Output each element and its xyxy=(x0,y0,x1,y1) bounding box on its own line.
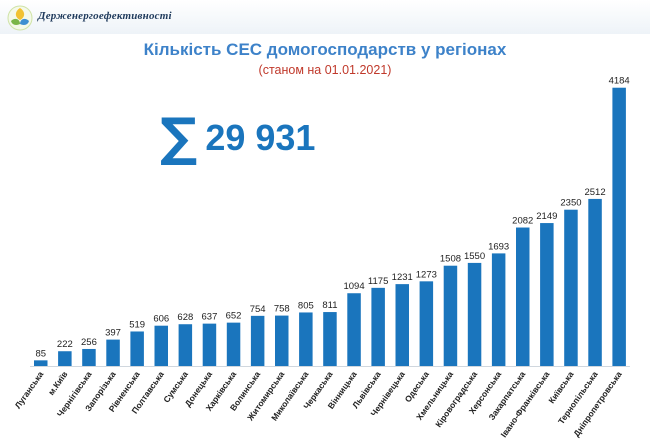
chart-title: Кількість СЕС домогосподарств у регіонах xyxy=(143,40,507,59)
bar xyxy=(443,265,458,366)
tick-label: м.Київ xyxy=(46,369,69,397)
bar xyxy=(588,198,602,366)
total-summary: ∑ 29 931 xyxy=(160,112,315,164)
bar xyxy=(58,351,72,366)
bar xyxy=(250,315,265,366)
data-label: 1175 xyxy=(368,276,388,287)
bar xyxy=(226,322,241,366)
bar xyxy=(82,348,96,366)
data-label: 1550 xyxy=(464,251,485,262)
data-label: 811 xyxy=(322,300,337,311)
data-label: 2082 xyxy=(512,216,533,227)
bar xyxy=(34,360,48,366)
bar xyxy=(130,331,144,366)
sun-leaf-logo-icon xyxy=(7,5,33,31)
bar xyxy=(395,284,409,366)
bar xyxy=(299,312,313,366)
data-label: 222 xyxy=(57,339,73,350)
data-label: 1273 xyxy=(416,269,437,280)
bar xyxy=(154,325,168,366)
data-label: 1693 xyxy=(488,241,509,252)
data-label: 637 xyxy=(202,312,218,323)
data-label: 758 xyxy=(274,304,290,315)
total-value: 29 931 xyxy=(205,117,316,158)
bar xyxy=(419,281,434,366)
data-label: 397 xyxy=(105,328,121,339)
bar xyxy=(106,339,120,366)
tick-label: Луганська xyxy=(13,369,46,410)
bar xyxy=(564,209,578,366)
bar xyxy=(612,87,626,367)
data-label: 754 xyxy=(250,304,266,315)
chart-subtitle: (станом на 01.01.2021) xyxy=(258,63,392,77)
data-label: 1094 xyxy=(343,281,364,292)
data-label: 1231 xyxy=(392,272,413,283)
data-label: 85 xyxy=(35,348,46,359)
data-label: 805 xyxy=(298,300,314,311)
bar xyxy=(347,293,361,366)
bar xyxy=(275,315,289,366)
data-label: 1508 xyxy=(440,254,461,265)
bar xyxy=(491,253,506,366)
bar xyxy=(178,324,193,366)
bar xyxy=(371,287,385,366)
data-label: 4184 xyxy=(609,76,630,87)
header-band xyxy=(0,0,650,34)
sigma-icon: ∑ xyxy=(160,108,198,168)
data-label: 606 xyxy=(153,314,169,325)
data-label: 628 xyxy=(177,312,193,323)
bar xyxy=(516,227,530,366)
data-label: 2350 xyxy=(560,198,581,209)
bar xyxy=(540,223,554,366)
organization-name: Держенергоефективності xyxy=(38,10,172,22)
data-label: 256 xyxy=(81,337,97,348)
data-label: 2149 xyxy=(536,211,557,222)
data-label: 2512 xyxy=(584,187,605,198)
bar xyxy=(467,262,482,366)
data-label: 652 xyxy=(226,311,242,322)
bar xyxy=(323,312,337,366)
data-label: 519 xyxy=(129,319,145,330)
bar xyxy=(202,323,217,366)
